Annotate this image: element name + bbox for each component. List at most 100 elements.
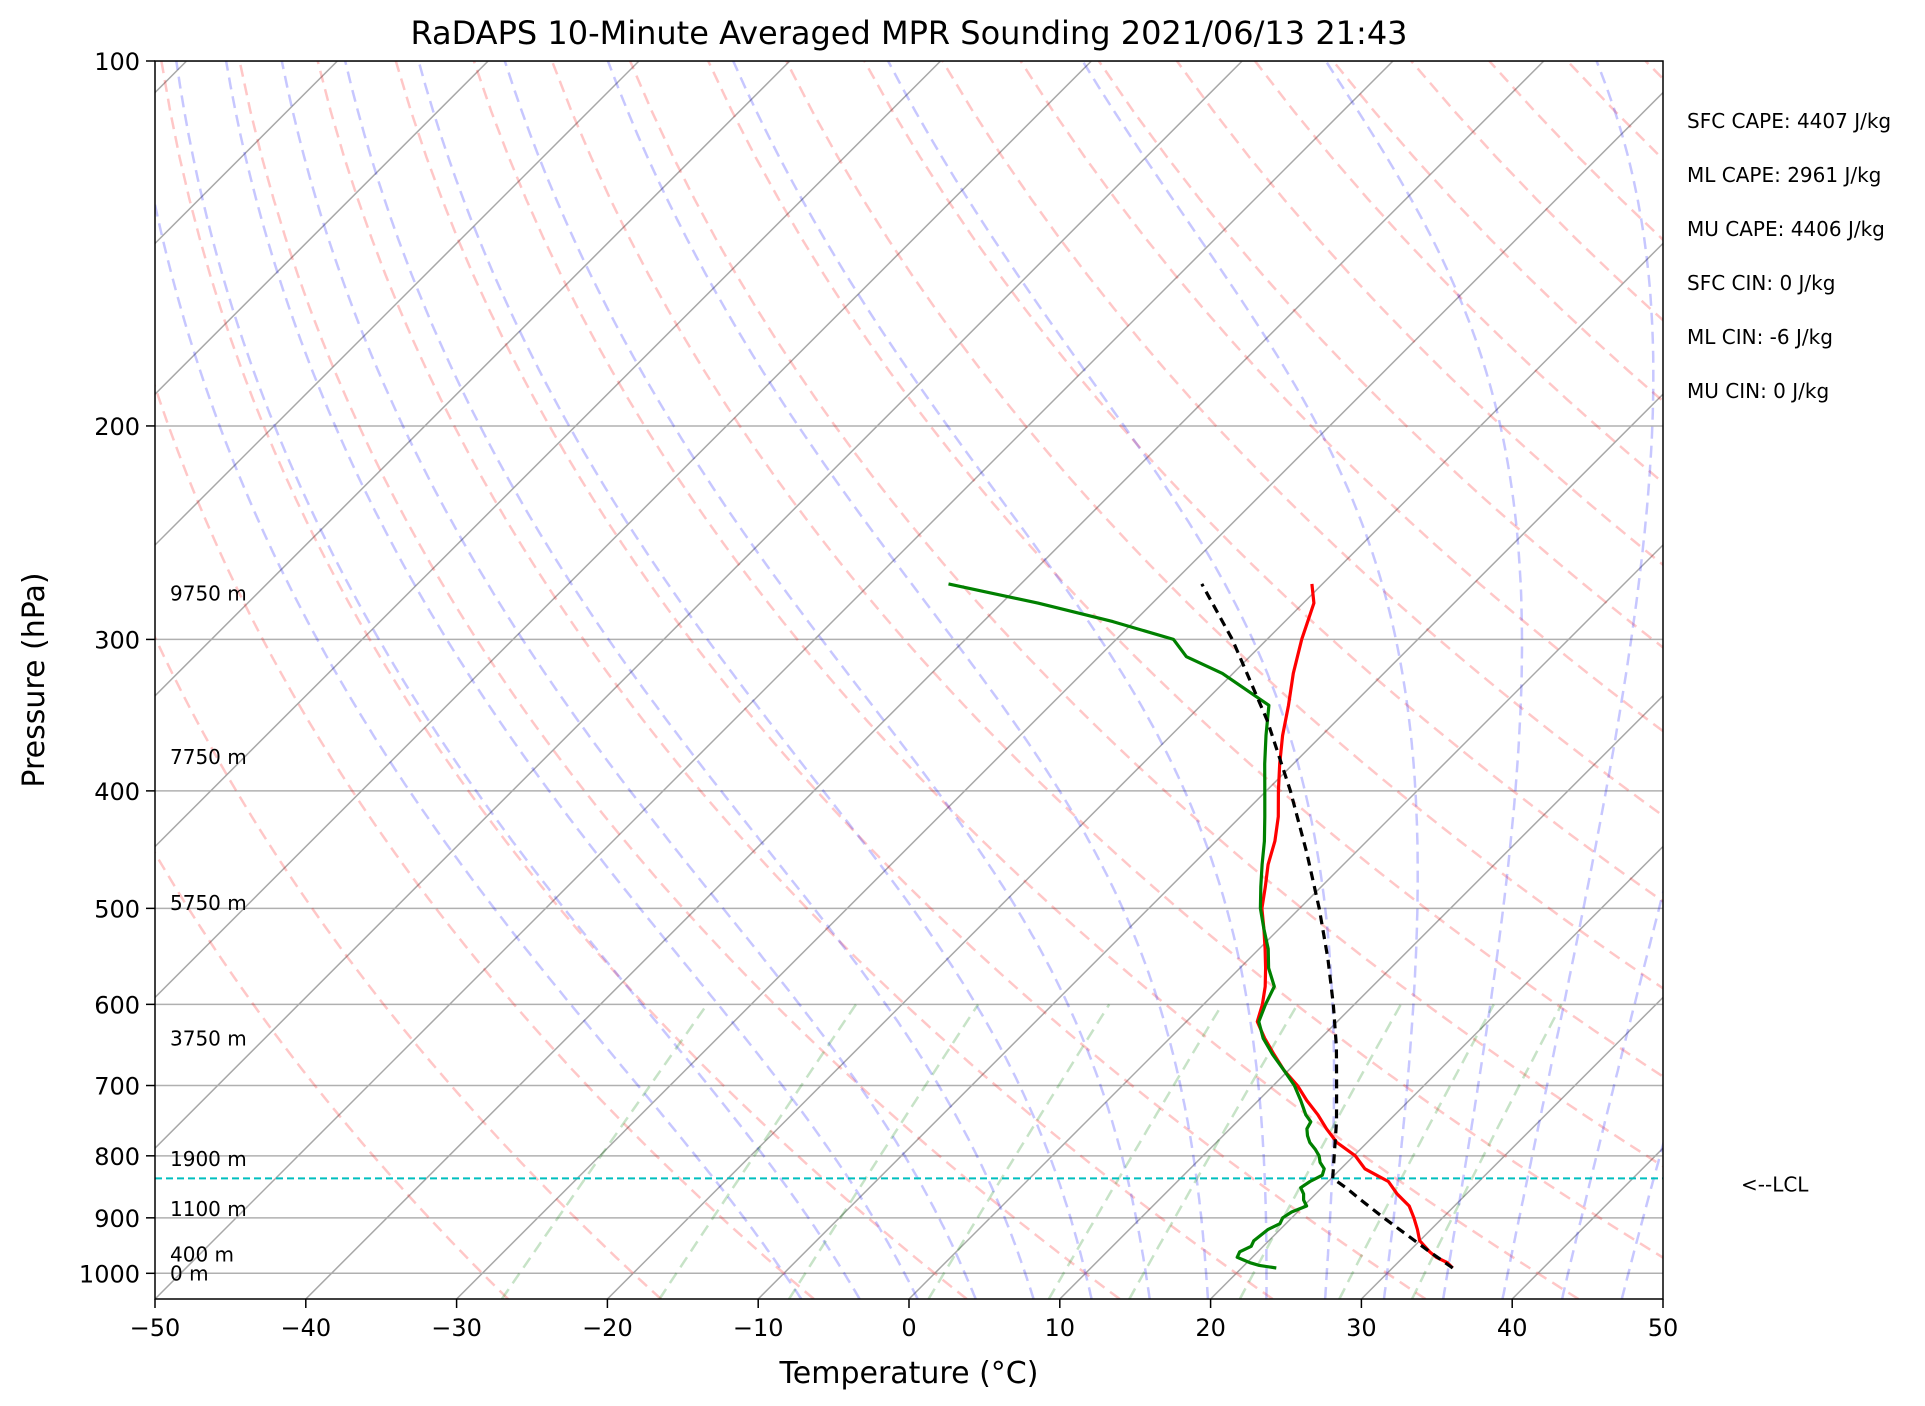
dry-adiabat-line (394, 61, 1427, 1299)
dry-adiabat-line (155, 382, 815, 1299)
moist-adiabat-line (1560, 888, 1663, 1299)
y-tick-label: 400 (94, 778, 140, 806)
grid-lines (155, 61, 1663, 1299)
moist-adiabat-line (1620, 1140, 1663, 1299)
plot-background (155, 61, 1663, 1299)
isotherm-line (155, 61, 489, 396)
isotherm-line (1210, 845, 1663, 1299)
lcl-label: <--LCL (1741, 1172, 1809, 1196)
height-label: 5750 m (170, 891, 247, 915)
x-tick-label: 40 (1497, 1314, 1528, 1342)
moist-adiabat-line (606, 61, 1210, 1299)
dry-adiabat-line (155, 634, 662, 1299)
stat-label: MU CAPE: 4406 J/kg (1687, 217, 1885, 241)
isotherm-line (155, 61, 942, 848)
data-series (948, 582, 1454, 1270)
moist-adiabat-line (417, 61, 1093, 1299)
y-tick-label: 600 (94, 991, 140, 1019)
mixing-ratio-line (1128, 1003, 1299, 1299)
dry-adiabat-line (550, 61, 1663, 1260)
height-label: 7750 m (170, 745, 247, 769)
x-tick-label: 30 (1346, 1314, 1377, 1342)
x-axis-label: Temperature (°C) (779, 1356, 1039, 1391)
mixing-ratio-line (1047, 1003, 1224, 1299)
dry-adiabat-line (1097, 61, 1663, 650)
isotherm-line (757, 393, 1663, 1299)
dewpoint-line (948, 582, 1326, 1270)
y-tick-label: 100 (94, 48, 140, 76)
height-label: 400 m (170, 1243, 234, 1267)
isotherm-line (1662, 1297, 1663, 1299)
isotherm-line (155, 61, 1092, 999)
dry-adiabat-line (160, 61, 968, 1299)
dry-adiabat-line (1019, 61, 1663, 733)
x-tick-label: 20 (1195, 1314, 1226, 1342)
dry-adiabat-line (316, 61, 1274, 1299)
height-label: 9750 m (170, 582, 247, 606)
y-axis-ticks: 100 200 300 400 500 600 700 800 900 1000 (79, 48, 155, 1288)
isotherm-line (155, 61, 1243, 1150)
background-lines (155, 61, 1925, 1299)
mixing-ratio-line (1410, 1003, 1563, 1299)
stat-label: SFC CAPE: 4407 J/kg (1687, 109, 1891, 133)
dry-adiabat-line (785, 61, 1663, 990)
moist-adiabat-line (175, 61, 861, 1299)
parcel-path-line (1200, 583, 1454, 1270)
moist-adiabat-line (1324, 61, 1524, 1299)
moist-adiabat-line (732, 61, 1268, 1299)
x-tick-label: 10 (1045, 1314, 1076, 1342)
mixing-ratio-line (927, 1003, 1111, 1299)
moist-adiabat-line (343, 61, 1035, 1299)
y-axis-label: Pressure (hPa) (17, 572, 52, 787)
x-tick-label: −20 (582, 1314, 633, 1342)
moist-adiabat-line (155, 198, 803, 1299)
x-tick-label: −50 (130, 1314, 181, 1342)
dry-adiabat-line (628, 61, 1663, 1168)
height-labels: 9750 m 7750 m 5750 m 3750 m 1900 m 1100 m 400 … (170, 582, 247, 1286)
dry-adiabat-line (1802, 61, 1925, 1299)
isotherm-line (456, 91, 1663, 1299)
isotherm-line (606, 242, 1663, 1299)
y-tick-label: 1000 (79, 1260, 140, 1288)
moist-adiabat-line (280, 61, 977, 1299)
lcl-annotation: <--LCL (1741, 1172, 1809, 1196)
dry-adiabat-line (238, 61, 1121, 1299)
dry-adiabat-line (1644, 61, 1663, 81)
mixing-ratio-line (787, 1003, 980, 1299)
moist-adiabat-line (886, 61, 1336, 1299)
x-tick-label: −10 (733, 1314, 784, 1342)
y-tick-label: 500 (94, 895, 140, 923)
x-tick-label: −30 (431, 1314, 482, 1342)
moist-adiabat-line (1081, 61, 1419, 1299)
height-label: 3750 m (170, 1026, 247, 1050)
isotherm-line (1360, 996, 1663, 1299)
mixing-ratio-line (658, 1003, 858, 1299)
moist-adiabat-line (503, 61, 1151, 1299)
plot-area: 9750 m 7750 m 5750 m 3750 m 1900 m 1100 m 400 … (154, 60, 1925, 1300)
moist-adiabat-line (1501, 61, 1655, 1299)
y-tick-label: 700 (94, 1073, 140, 1101)
stats-panel: SFC CAPE: 4407 J/kg ML CAPE: 2961 J/kg MU … (1687, 109, 1891, 403)
x-tick-label: 50 (1648, 1314, 1679, 1342)
stat-label: ML CIN: -6 J/kg (1687, 325, 1833, 349)
dry-adiabat-line (707, 61, 1663, 1079)
stat-label: MU CIN: 0 J/kg (1687, 379, 1829, 403)
height-label: 1100 m (170, 1197, 247, 1221)
mixing-ratio-line (500, 1003, 709, 1299)
isotherm-line (155, 61, 1394, 1299)
x-tick-label: −40 (280, 1314, 331, 1342)
isotherm-line (908, 543, 1663, 1299)
dry-adiabat-line (155, 850, 509, 1299)
stat-label: SFC CIN: 0 J/kg (1687, 271, 1835, 295)
x-axis-ticks: −50 −40 −30 −20 −10 0 10 20 30 40 50 (130, 1299, 1679, 1342)
y-tick-label: 300 (94, 626, 140, 654)
height-label: 1900 m (170, 1147, 247, 1171)
y-tick-label: 800 (94, 1143, 140, 1171)
y-tick-label: 900 (94, 1205, 140, 1233)
chart-title: RaDAPS 10-Minute Averaged MPR Sounding 2… (410, 14, 1407, 52)
height-label: 0 m (170, 1261, 209, 1285)
x-tick-label: 0 (901, 1314, 916, 1342)
y-tick-label: 200 (94, 413, 140, 441)
mixing-ratio-line (1238, 1003, 1402, 1299)
